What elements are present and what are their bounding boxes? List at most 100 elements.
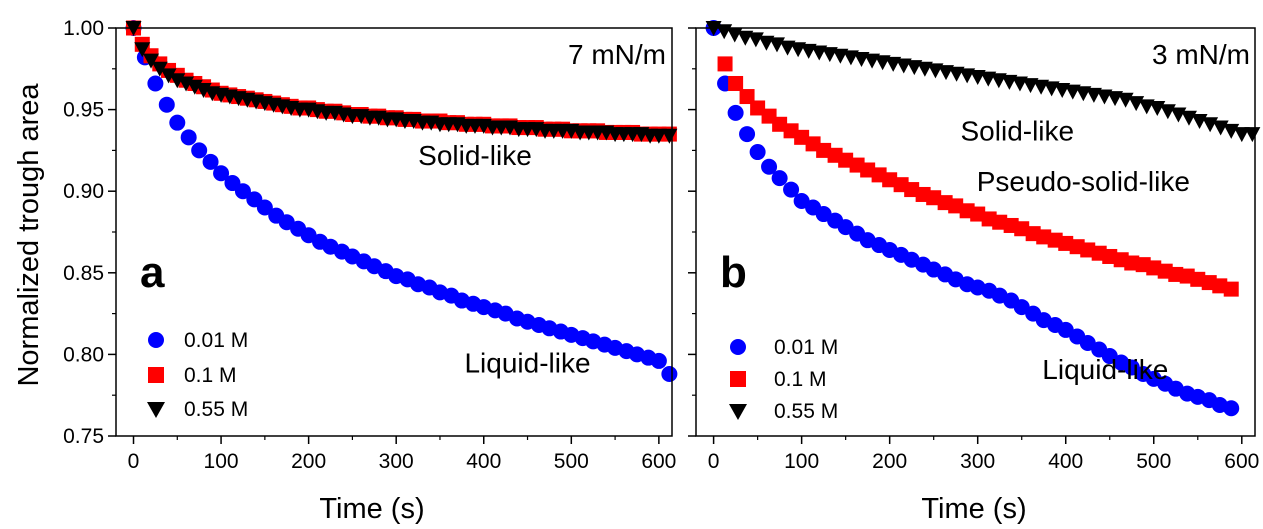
panel-a-region-liquid: Liquid-like [464,347,590,378]
data-point-triangle [134,42,151,58]
data-point-triangle [151,61,168,77]
data-point-circle [739,126,756,143]
panel-a-ticks: 0 100 200 300 400 500 600 0.75 0.80 0.85 0.90 0.95 1… [63,17,676,473]
panel-b-ticks: 0 100 200 300 400 500 600 [688,27,1259,473]
data-point-circle [147,75,164,92]
y-tick-label: 1.00 [63,17,104,40]
y-tick-label: 0.80 [63,343,104,366]
data-point-triangle [1244,127,1261,143]
panel-b-letter: b [720,248,747,297]
data-point-square [1058,235,1074,251]
data-point-square [992,214,1008,230]
data-point-circle [202,153,219,170]
data-point-circle [1223,400,1240,417]
data-point-circle [771,170,788,187]
series-square [717,56,1239,297]
legend-marker-square [730,371,746,387]
data-point-circle [761,158,778,175]
data-point-square [1102,248,1118,264]
legend-marker-triangle-down [147,402,165,418]
legend-label: 0.1 M [184,364,237,387]
data-point-triangle [160,68,177,84]
series-circle [125,20,678,382]
data-point-square [728,75,744,91]
data-point-triangle [143,53,160,69]
legend-marker-triangle-down [729,404,747,420]
data-point-circle [191,142,208,159]
data-point-circle [650,352,667,369]
data-point-square [1124,255,1140,271]
x-tick-label: 500 [554,450,589,473]
panel-b-region-liquid: Liquid-like [1042,354,1168,385]
data-point-square [772,116,788,132]
data-point-circle [256,199,273,216]
data-point-triangle [1233,127,1250,143]
data-point-circle [783,181,800,198]
y-tick-label: 0.85 [63,262,104,285]
panel-a-series [125,20,678,382]
panel-b-pressure-label: 3 mN/m [1152,39,1250,70]
y-tick-label: 0.95 [63,99,104,122]
panel-b-region-solid: Solid-like [961,116,1075,147]
panel-a-x-axis-title: Time (s) [319,493,424,525]
data-point-circle [213,165,230,182]
data-point-square [904,182,920,198]
data-point-square [794,129,810,145]
data-point-square [1146,260,1162,276]
data-point-square [1212,278,1228,294]
x-tick-label: 200 [872,450,907,473]
data-point-circle [158,96,175,113]
data-point-circle [661,365,678,382]
panel-a: 0 100 200 300 400 500 600 0.75 0.80 0.85 0.90 0.95 1… [63,17,678,525]
legend-label: 0.55 M [184,398,248,421]
data-point-square [1190,271,1206,287]
x-tick-label: 0 [708,450,720,473]
panel-b-x-axis-title: Time (s) [921,493,1026,525]
panel-a-pressure-label: 7 mN/m [568,39,666,70]
x-tick-label: 400 [1048,450,1083,473]
data-point-triangle [661,128,678,144]
x-tick-label: 300 [379,450,414,473]
x-tick-label: 0 [128,450,140,473]
x-tick-label: 100 [784,450,819,473]
x-tick-label: 600 [1224,450,1259,473]
panel-a-region-solid: Solid-like [418,140,532,171]
data-point-circle [180,129,197,146]
data-point-square [1080,242,1096,258]
data-point-square [970,206,986,222]
legend-marker-circle [730,339,746,355]
legend-label: 0.01 M [774,336,838,359]
x-tick-label: 100 [204,450,239,473]
data-point-square [739,89,755,105]
legend-label: 0.01 M [184,329,248,352]
legend-marker-circle [148,332,164,348]
data-point-square [948,198,964,214]
data-point-square [816,142,832,158]
data-point-square [1014,221,1030,237]
panel-b: 0 100 200 300 400 500 600 3 mN/m b Solid-like … [688,20,1261,525]
panel-b-series [705,20,1261,417]
x-tick-label: 500 [1136,450,1171,473]
legend-label: 0.55 M [774,400,838,423]
x-tick-label: 400 [466,450,501,473]
data-point-square [882,172,898,188]
data-point-circle [169,114,186,131]
data-point-square [860,162,876,178]
data-point-square [750,100,766,116]
legend-marker-square [148,367,164,383]
panel-a-letter: a [140,248,165,297]
data-point-triangle [650,128,667,144]
data-point-square [717,56,733,72]
series-circle [705,20,1240,417]
x-tick-label: 200 [291,450,326,473]
panel-a-legend: 0.01 M 0.1 M 0.55 M [147,329,248,421]
data-point-square [1168,266,1184,282]
data-point-square [926,190,942,206]
series-triangle-down [125,21,678,144]
legend-label: 0.1 M [774,368,827,391]
x-tick-label: 600 [641,450,676,473]
data-point-circle [727,104,744,121]
y-tick-label: 0.90 [63,180,104,203]
x-tick-label: 300 [960,450,995,473]
